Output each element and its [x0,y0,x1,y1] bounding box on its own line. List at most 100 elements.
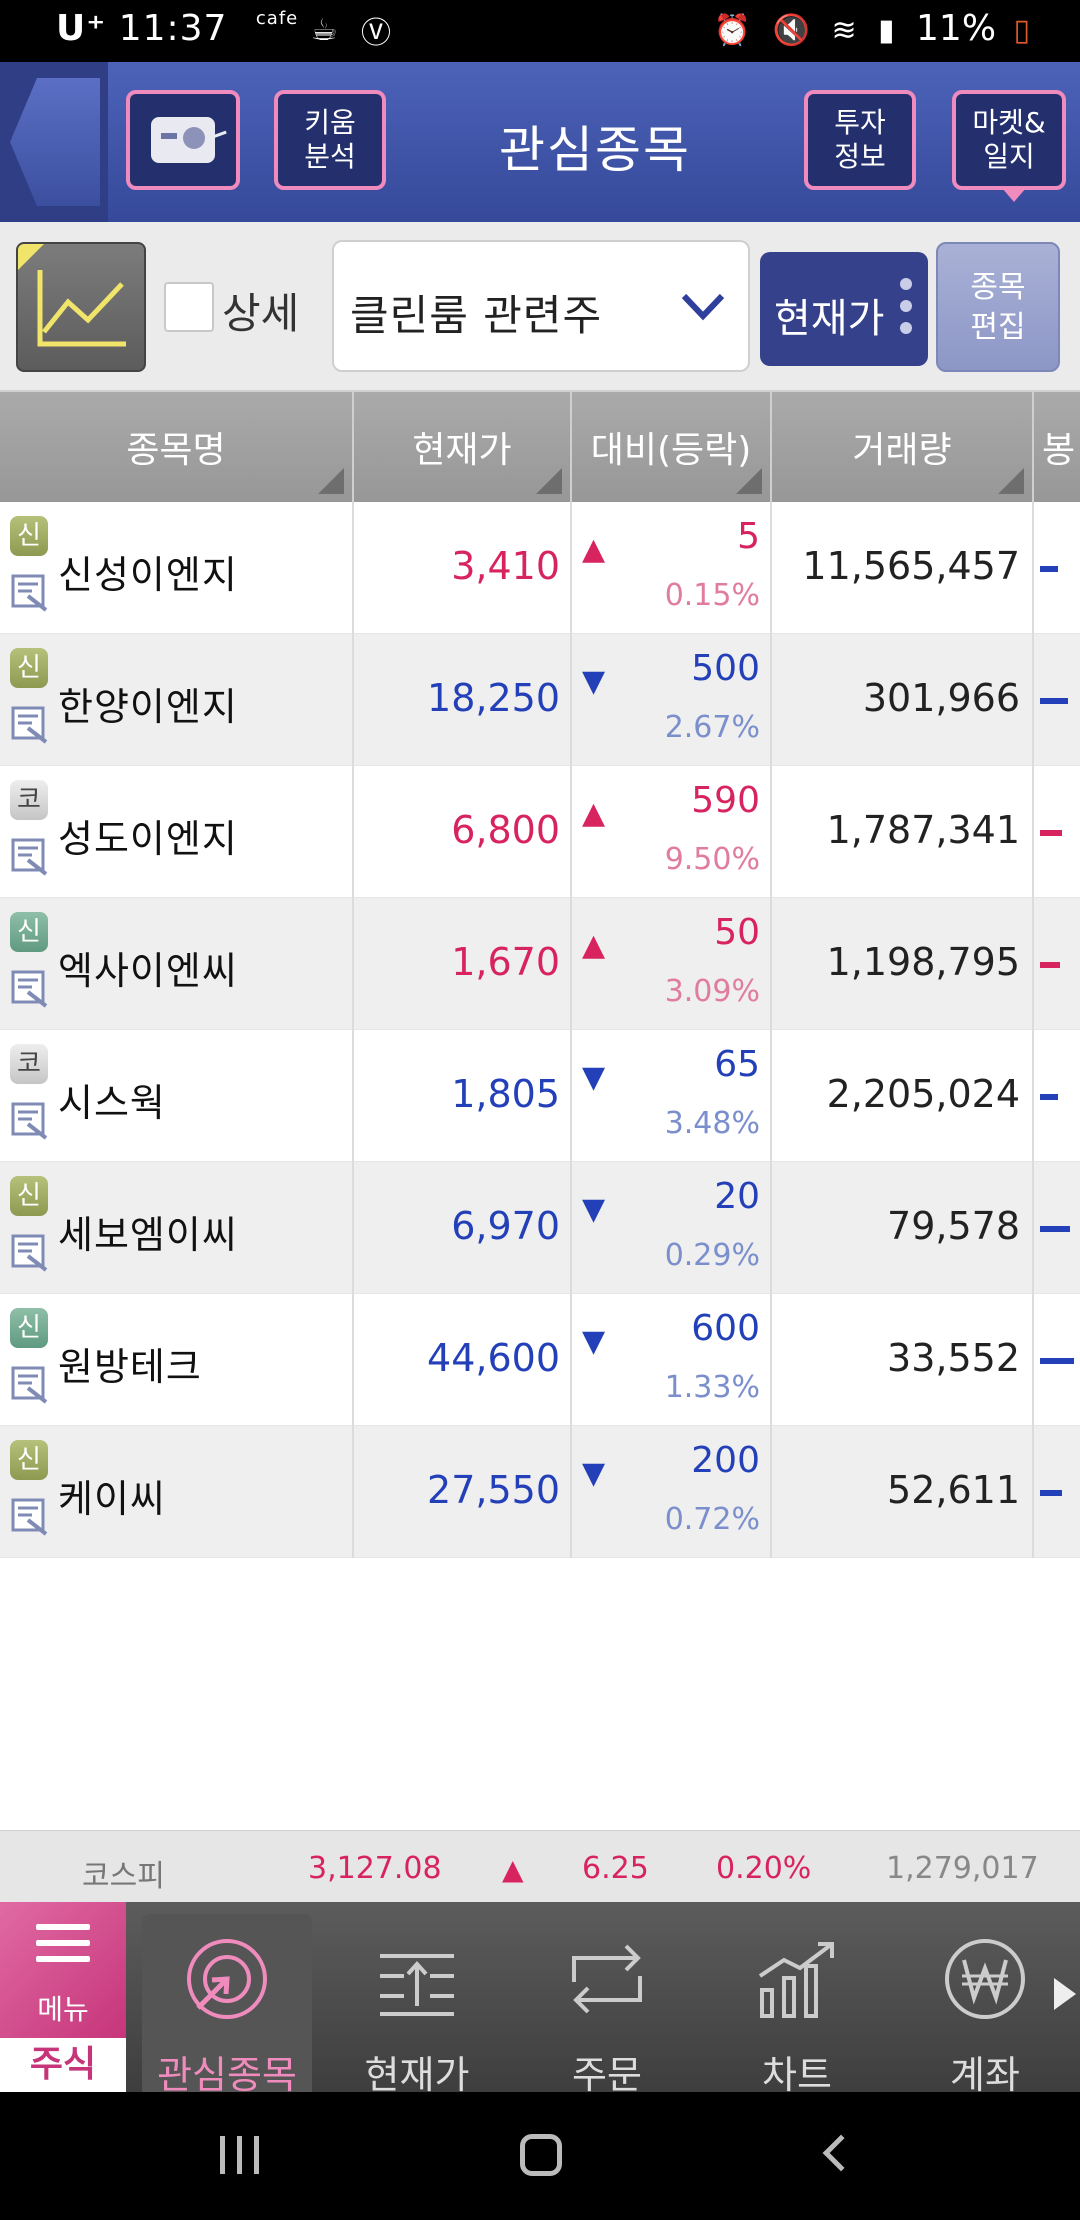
table-row[interactable]: 신 한양이엔지 18,250 ▼ 500 2.67% 301,966 [0,634,1080,766]
nav-current-price-label: 현재가 [364,2053,470,2097]
news-icon[interactable] [10,836,50,876]
nav-watchlist-label: 관심종목 [157,2053,297,2097]
current-price-button[interactable]: 현재가 [760,252,928,366]
detail-checkbox[interactable] [164,282,214,332]
mini-candle [1040,1094,1058,1100]
news-icon[interactable] [10,704,50,744]
home-icon[interactable] [520,2134,562,2176]
invest-info-button[interactable]: 투자 정보 [804,90,916,190]
change-percent: 2.67% [664,710,760,745]
alarm-icon: ⏰ [713,12,752,48]
market-badge: 신 [10,648,48,688]
radio-icon [151,117,227,163]
table-row[interactable]: 신 케이씨 27,550 ▼ 200 0.72% 52,611 [0,1426,1080,1558]
news-icon[interactable] [10,572,50,612]
change-value: 65 [714,1044,760,1085]
stock-name: 케이씨 [58,1477,166,1521]
change-percent: 1.33% [664,1370,760,1405]
app-header: 키움 분석 관심종목 투자 정보 마켓& 일지 [0,62,1080,222]
column-header-volume[interactable]: 거래량 [772,392,1034,502]
price-cell: 6,970 [354,1162,572,1294]
change-cell: ▲ 50 3.09% [572,898,772,1030]
index-value: 3,127.08 [308,1851,442,1886]
column-header-change[interactable]: 대비(등락) [572,392,772,502]
nav-chart[interactable]: 차트 [712,1914,882,2097]
change-value: 590 [691,780,760,821]
column-header-name[interactable]: 종목명 [0,392,354,502]
index-change: 6.25 [582,1851,649,1886]
watch-group-dropdown[interactable]: 클린룸 관련주 [332,240,750,372]
kiwoom-label-line2: 분석 [304,140,356,173]
nav-more-arrow-icon[interactable] [1054,1978,1076,2010]
chart-toggle-button[interactable] [16,242,146,372]
volume-cell: 11,565,457 [772,502,1034,634]
nav-watchlist[interactable]: 관심종목 [142,1914,312,2097]
stock-name-cell: 코 시스웍 [0,1030,354,1162]
news-icon[interactable] [10,1364,50,1404]
menu-label: 메뉴 [37,1993,89,2026]
stock-name-cell: 코 성도이엔지 [0,766,354,898]
menu-button[interactable]: 메뉴 [0,1902,126,2038]
stock-name: 시스웍 [58,1081,166,1125]
recent-apps-icon[interactable] [220,2136,271,2178]
stock-name-cell: 신 엑사이엔씨 [0,898,354,1030]
candle-cell [1034,766,1080,898]
column-header-candle[interactable]: 봉 [1042,430,1076,471]
mini-candle [1040,1358,1074,1364]
price-cell: 44,600 [354,1294,572,1426]
back-button[interactable] [0,62,108,222]
status-right: ⏰ 🔇 ≋ ▮ 11% ▯ [714,8,1040,49]
battery-icon: ▯ [1013,12,1030,48]
news-icon[interactable] [10,968,50,1008]
stock-name-cell: 신 케이씨 [0,1426,354,1558]
stock-category-tab[interactable]: 주식 [0,2038,126,2092]
kiwoom-analysis-button[interactable]: 키움 분석 [274,90,386,190]
volume: 1,787,341 [826,808,1020,852]
nav-current-price[interactable]: 현재가 [332,1914,502,2097]
table-row[interactable]: 신 원방테크 44,600 ▼ 600 1.33% 33,552 [0,1294,1080,1426]
radio-button[interactable] [126,90,240,190]
table-row[interactable]: 코 시스웍 1,805 ▼ 65 3.48% 2,205,024 [0,1030,1080,1162]
mini-candle [1040,698,1068,704]
volume-cell: 79,578 [772,1162,1034,1294]
table-row[interactable]: 코 성도이엔지 6,800 ▲ 590 9.50% 1,787,341 [0,766,1080,898]
battery-level: 11% [916,8,997,49]
index-ticker[interactable]: 코스피 3,127.08 ▲ 6.25 0.20% 1,279,017 [0,1830,1080,1902]
nav-account[interactable]: 계좌 [900,1914,1070,2097]
change-value: 600 [691,1308,760,1349]
mute-icon: 🔇 [772,12,810,48]
current-price: 27,550 [427,1468,560,1512]
news-icon[interactable] [10,1100,50,1140]
price-cell: 6,800 [354,766,572,898]
chevron-down-icon [681,293,725,321]
volume-cell: 52,611 [772,1426,1034,1558]
table-row[interactable]: 신 세보엠이씨 6,970 ▼ 20 0.29% 79,578 [0,1162,1080,1294]
volume-cell: 2,205,024 [772,1030,1034,1162]
status-left: U⁺ 11:37 cafe ☕ Ⓥ [56,8,402,52]
mini-candle [1040,566,1058,572]
system-back-icon[interactable] [822,2134,860,2172]
page-title: 관심종목 [499,121,691,179]
nav-chart-label: 차트 [762,2053,832,2097]
change-cell: ▼ 200 0.72% [572,1426,772,1558]
news-icon[interactable] [10,1496,50,1536]
kiwoom-label-line1: 키움 [304,106,356,139]
edit-stocks-button[interactable]: 종목 편집 [936,242,1060,372]
nav-order[interactable]: 주문 [522,1914,692,2097]
bar-chart-icon [758,1942,834,2018]
stock-name-cell: 신 신성이엔지 [0,502,354,634]
stock-list: 신 신성이엔지 3,410 ▲ 5 0.15% 11,565,457 신 한양이엔지 18,250… [0,502,1080,1558]
candle-cell [1034,1030,1080,1162]
column-header-price[interactable]: 현재가 [354,392,572,502]
market-journal-button[interactable]: 마켓& 일지 [952,90,1066,190]
invest-label-line1: 투자 [834,106,886,139]
table-row[interactable]: 신 엑사이엔씨 1,670 ▲ 50 3.09% 1,198,795 [0,898,1080,1030]
up-triangle-icon: ▲ [582,928,606,963]
news-icon[interactable] [10,1232,50,1272]
watchlist-toolbar: 상세 클린룸 관련주 현재가 종목 편집 [0,222,1080,392]
system-nav-bar [0,2092,1080,2220]
table-row[interactable]: 신 신성이엔지 3,410 ▲ 5 0.15% 11,565,457 [0,502,1080,634]
change-percent: 0.15% [664,578,760,613]
volume: 52,611 [887,1468,1020,1512]
current-price-label: 현재가 [774,296,885,342]
